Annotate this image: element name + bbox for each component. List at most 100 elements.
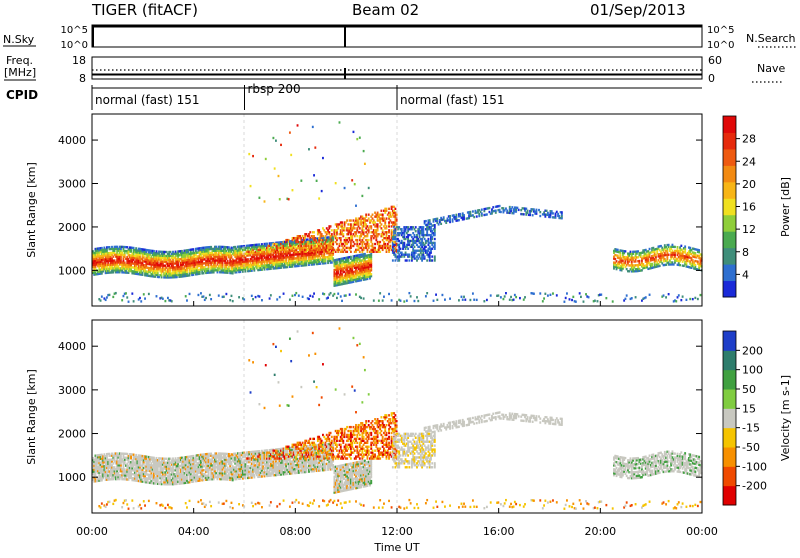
power-cell: [532, 214, 534, 216]
power-cell: [368, 214, 370, 216]
power-cell: [675, 300, 677, 302]
power-cell: [416, 296, 418, 298]
power-cell: [250, 185, 252, 187]
power-cell: [458, 299, 460, 301]
power-cell: [502, 298, 504, 300]
power-cell: [359, 251, 361, 253]
power-cell: [379, 292, 381, 294]
power-cell: [248, 153, 250, 155]
power-cell: [394, 208, 396, 210]
velocity-cell: [112, 462, 114, 464]
power-cell: [514, 294, 516, 296]
power-cell: [383, 296, 385, 298]
power-cell: [497, 294, 499, 296]
power-cell: [524, 296, 526, 298]
power-cell: [481, 208, 483, 210]
power-cell: [694, 297, 696, 299]
radar-title: TIGER (fitACF): [91, 1, 198, 19]
date-title: 01/Sep/2013: [590, 1, 686, 19]
power-cell: [666, 248, 668, 250]
power-cell: [370, 225, 372, 227]
power-cell: [515, 296, 517, 298]
power-cell: [363, 297, 365, 299]
power-cell: [550, 294, 552, 296]
velocity-cell: [101, 502, 103, 504]
power-cell: [292, 295, 294, 297]
power-cell: [426, 292, 428, 294]
power-cell: [500, 296, 502, 298]
power-cell: [253, 267, 255, 269]
power-cell: [124, 262, 126, 264]
power-cell: [112, 256, 114, 258]
power-cell: [336, 243, 338, 245]
power-cell: [536, 209, 538, 211]
power-cell: [415, 230, 417, 232]
power-cell: [433, 300, 435, 302]
power-cell: [186, 299, 188, 301]
power-cell: [478, 213, 480, 215]
power-cell: [309, 231, 311, 233]
power-cell: [218, 294, 220, 296]
power-cell: [414, 300, 416, 302]
power-cell: [361, 195, 363, 197]
power-cell: [552, 212, 554, 214]
power-cell: [579, 292, 581, 294]
ytick-label: 1000: [58, 264, 86, 277]
power-cell: [626, 294, 628, 296]
power-cell: [318, 298, 320, 300]
power-cell: [486, 213, 488, 215]
power-cell: [434, 226, 436, 228]
power-cell: [585, 293, 587, 295]
power-cell: [382, 214, 384, 216]
power-cell: [261, 269, 263, 271]
power-cell: [350, 219, 352, 221]
power-cell: [379, 251, 381, 253]
power-cell: [547, 212, 549, 214]
power-cell: [368, 243, 370, 245]
power-cell: [128, 301, 130, 303]
power-cell: [139, 297, 141, 299]
power-cell: [434, 255, 436, 257]
power-cell: [415, 226, 417, 228]
power-cell: [264, 200, 266, 202]
power-cell: [626, 268, 628, 270]
power-cell: [519, 297, 521, 299]
power-cell: [605, 297, 607, 299]
power-cell: [351, 179, 353, 181]
power-cell: [571, 299, 573, 301]
power-cell: [668, 244, 670, 246]
power-cell: [663, 294, 665, 296]
power-cell: [229, 299, 231, 301]
power-cell: [659, 265, 661, 267]
nsky-frame: [92, 25, 702, 47]
power-cell: [674, 246, 676, 248]
nsearch-label: N.Search: [746, 32, 796, 45]
power-cell: [665, 264, 667, 266]
power-cell: [354, 183, 356, 185]
power-cell: [251, 295, 253, 297]
power-cell: [112, 296, 114, 298]
power-cell: [100, 299, 102, 301]
power-cell: [225, 293, 227, 295]
power-cell: [513, 299, 515, 301]
power-cell: [288, 198, 290, 200]
power-cell: [692, 259, 694, 261]
power-cell: [368, 187, 370, 189]
power-cell: [680, 299, 682, 301]
power-cell: [616, 260, 618, 262]
velocity-cell: [125, 499, 127, 501]
power-cell: [547, 294, 549, 296]
power-cell: [388, 208, 390, 210]
nsearch-tick-bottom: 10^0: [707, 40, 734, 51]
power-cell: [624, 250, 626, 252]
power-cell: [331, 229, 333, 231]
power-cell: [486, 299, 488, 301]
power-cell: [223, 296, 225, 298]
power-cell: [372, 243, 374, 245]
nsky-strip: N.Sky 10^5 10^0 10^5 10^0 N.Search: [3, 25, 796, 51]
power-cell: [363, 150, 365, 152]
power-cell: [210, 298, 212, 300]
power-cell: [391, 299, 393, 301]
power-cell: [697, 298, 699, 300]
